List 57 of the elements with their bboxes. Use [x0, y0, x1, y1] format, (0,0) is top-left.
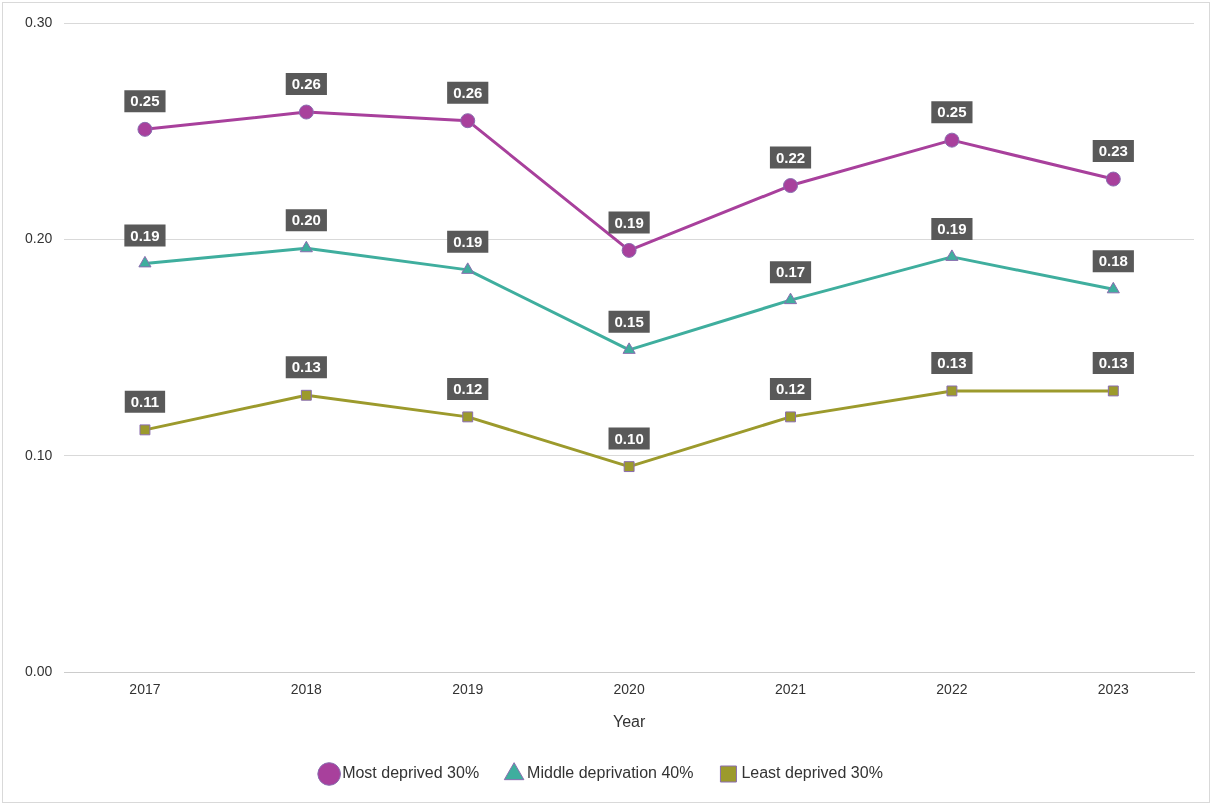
legend-label: Most deprived 30%: [342, 764, 480, 782]
x-tick-label: 2022: [936, 681, 968, 698]
data-label: 0.19: [614, 213, 644, 231]
data-label: 0.23: [1098, 142, 1128, 160]
point: [783, 178, 799, 194]
data-label: 0.11: [130, 393, 160, 410]
x-tick-label: 2023: [1097, 681, 1130, 698]
data-label: 0.19: [937, 220, 967, 238]
point: [1105, 171, 1121, 187]
data-label: 0.12: [453, 380, 483, 398]
point: [622, 342, 636, 354]
data-label: 0.13: [291, 358, 321, 376]
point: [299, 240, 313, 253]
legend-label: Middle deprivation 40%: [527, 764, 694, 782]
y-tick-label: 0.20: [25, 230, 53, 247]
point: [946, 385, 958, 397]
point: [138, 255, 152, 268]
data-label: 0.13: [937, 354, 967, 372]
point: [623, 461, 635, 473]
data-label: 0.12: [775, 380, 806, 398]
data-label: 0.18: [1098, 252, 1128, 270]
x-tick-label: 2017: [129, 681, 161, 698]
point: [137, 121, 153, 137]
point: [944, 132, 960, 148]
data-label: 0.10: [614, 429, 644, 447]
point: [462, 411, 474, 423]
data-label: 0.26: [453, 83, 483, 101]
y-tick-label: 0.30: [25, 14, 53, 31]
point: [298, 104, 314, 120]
x-tick-label: 2018: [290, 681, 323, 698]
x-tick-label: 2019: [452, 681, 484, 698]
data-label: 0.17: [775, 263, 806, 281]
point: [300, 389, 312, 401]
data-label: 0.15: [614, 313, 644, 330]
point: [1106, 281, 1120, 294]
y-tick-label: 0.10: [25, 446, 53, 463]
point: [139, 424, 151, 436]
y-tick-label: 0.00: [25, 662, 53, 679]
point: [460, 113, 476, 129]
data-label: 0.22: [775, 148, 806, 166]
point: [461, 262, 475, 274]
point: [621, 242, 637, 258]
x-axis-title: Year: [612, 712, 646, 730]
legend-label: Least deprived 30%: [741, 764, 883, 782]
data-label: 0.25: [937, 103, 967, 121]
data-label: 0.13: [1098, 354, 1128, 372]
x-tick-label: 2020: [613, 681, 645, 698]
point: [785, 411, 796, 423]
data-label: 0.19: [130, 226, 160, 244]
data-label: 0.20: [291, 211, 321, 229]
point: [1107, 385, 1119, 397]
data-label: 0.19: [453, 233, 483, 251]
point: [945, 249, 959, 261]
data-label: 0.26: [291, 75, 321, 93]
x-tick-label: 2021: [774, 681, 807, 698]
data-label: 0.25: [130, 92, 160, 110]
point: [783, 292, 798, 305]
